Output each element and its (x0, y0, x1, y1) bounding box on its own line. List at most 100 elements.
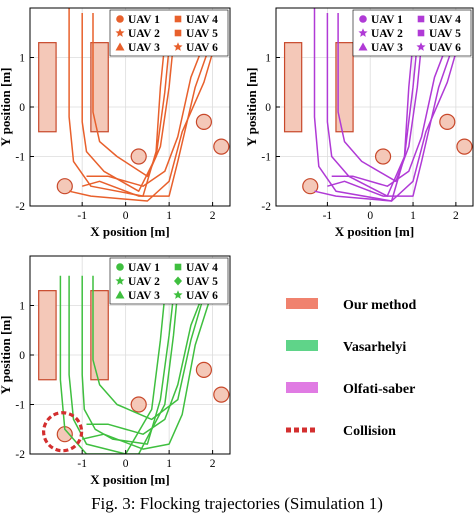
plot-area (283, 8, 473, 202)
y-tick-label: 0 (19, 350, 25, 362)
obstacle-pillar (302, 178, 319, 195)
legend-label: UAV 1 (128, 14, 160, 26)
series-legend: UAV 1 UAV 2 UAV 3 UAV 4 UAV 5 UAV 6 (352, 9, 472, 57)
legend-label: UAV 5 (429, 28, 461, 40)
legend-label: UAV 2 (128, 28, 160, 40)
legend-box (109, 257, 229, 305)
legend-label: UAV 6 (186, 42, 218, 54)
method-legend-label: Collision (343, 424, 396, 439)
trajectory-uav-2 (68, 8, 166, 197)
trajectory-uav-4 (327, 37, 457, 197)
legend-marker (417, 29, 425, 37)
plot-area (38, 275, 230, 454)
x-tick-label: 0 (123, 210, 129, 222)
trajectory-uav-2 (313, 8, 414, 202)
obstacle-pillar (213, 386, 230, 403)
x-tick-label: 0 (123, 458, 129, 470)
legend-marker (115, 290, 125, 299)
legend-label: UAV 3 (371, 42, 403, 54)
x-tick-label: -1 (77, 458, 87, 470)
y-tick-label: 0 (265, 102, 271, 114)
legend-marker (174, 263, 182, 271)
collision-circle (42, 411, 84, 453)
obstacle-wall (335, 42, 354, 133)
obstacle-pillar (130, 148, 147, 165)
y-tick-label: -1 (261, 152, 271, 164)
trajectory-uav-2 (68, 275, 166, 454)
x-axis-label: X position [m] (90, 472, 169, 487)
legend-label: UAV 4 (429, 14, 461, 26)
x-axis-label: X position [m] (335, 224, 414, 239)
trajectory-uav-1 (81, 13, 170, 192)
y-tick-label: -2 (261, 201, 271, 213)
trajectory-uav-5 (68, 37, 218, 202)
legend-marker (174, 15, 182, 23)
legend-marker (115, 28, 125, 37)
obstacle-wall (283, 42, 303, 133)
x-tick-label: 1 (410, 210, 416, 222)
trajectory-uav-3 (59, 275, 179, 454)
legend-label: UAV 4 (186, 14, 218, 26)
series-legend: UAV 1 UAV 2 UAV 3 UAV 4 UAV 5 UAV 6 (109, 9, 229, 57)
chart-panel-vasarhelyi: -1 0 1 2 -2 -1 0 1 X position [m] Y position [m] U… (0, 255, 231, 487)
legend-label: UAV 6 (429, 42, 461, 54)
trajectory-uav-6 (86, 280, 209, 435)
chart-panel-olfati-saber: -1 0 1 2 -2 -1 0 1 X position [m] Y position [m] U… (244, 7, 474, 239)
x-tick-label: 2 (453, 210, 459, 222)
y-tick-label: -2 (15, 449, 25, 461)
obstacle-pillar (130, 396, 147, 413)
method-legend-label: Vasarhelyi (343, 340, 406, 355)
trajectory-uav-3 (92, 13, 175, 178)
legend-marker (174, 29, 182, 37)
legend-label: UAV 5 (186, 276, 218, 288)
method-legend-swatch (286, 340, 318, 351)
legend-box (109, 9, 229, 57)
obstacle-wall (38, 42, 57, 133)
trajectory-uav-3 (337, 13, 423, 183)
method-legend-label: Olfati-saber (343, 382, 415, 397)
obstacle-pillar (213, 138, 230, 155)
legend-label: UAV 5 (186, 28, 218, 40)
x-axis-label: X position [m] (90, 224, 169, 239)
legend-label: UAV 4 (186, 262, 218, 274)
legend-marker (173, 290, 183, 299)
legend-marker (359, 15, 367, 23)
legend-marker (173, 42, 183, 51)
obstacle-pillar (195, 361, 213, 378)
legend-label: UAV 3 (128, 42, 160, 54)
figure-caption: Fig. 3: Flocking trajectories (Simulatio… (91, 494, 383, 513)
trajectory-uav-5 (314, 37, 461, 202)
method-legend-label: Our method (343, 298, 416, 313)
x-tick-label: 2 (210, 210, 216, 222)
obstacle-pillar (374, 148, 392, 165)
x-tick-label: -1 (77, 210, 87, 222)
legend-marker (115, 276, 125, 285)
y-axis-label: Y position [m] (0, 68, 13, 147)
y-tick-label: -1 (15, 152, 25, 164)
method-legend: Our method Vasarhelyi Olfati-saber Collisio… (286, 298, 416, 439)
y-axis-label: Y position [m] (244, 68, 259, 147)
trajectory-uav-5 (82, 290, 214, 450)
y-tick-label: 1 (265, 53, 271, 65)
obstacle-wall (90, 290, 109, 381)
trajectory-uav-4 (81, 37, 214, 197)
y-tick-label: 1 (19, 301, 25, 313)
legend-marker (116, 15, 124, 23)
series-legend: UAV 1 UAV 2 UAV 3 UAV 4 UAV 5 UAV 6 (109, 257, 229, 305)
trajectory-uav-6 (331, 32, 453, 187)
obstacle-pillar (56, 178, 73, 195)
obstacle-wall (90, 42, 109, 133)
obstacle-pillar (195, 113, 213, 130)
legend-marker (358, 42, 368, 51)
legend-label: UAV 1 (128, 262, 160, 274)
legend-label: UAV 3 (128, 290, 160, 302)
x-tick-label: -1 (323, 210, 333, 222)
y-tick-label: 0 (19, 102, 25, 114)
legend-marker (416, 42, 426, 51)
y-tick-label: -1 (15, 400, 25, 412)
y-axis-label: Y position [m] (0, 316, 13, 395)
y-tick-label: -2 (15, 201, 25, 213)
legend-label: UAV 6 (186, 290, 218, 302)
legend-label: UAV 1 (371, 14, 403, 26)
method-legend-swatch (286, 298, 318, 309)
